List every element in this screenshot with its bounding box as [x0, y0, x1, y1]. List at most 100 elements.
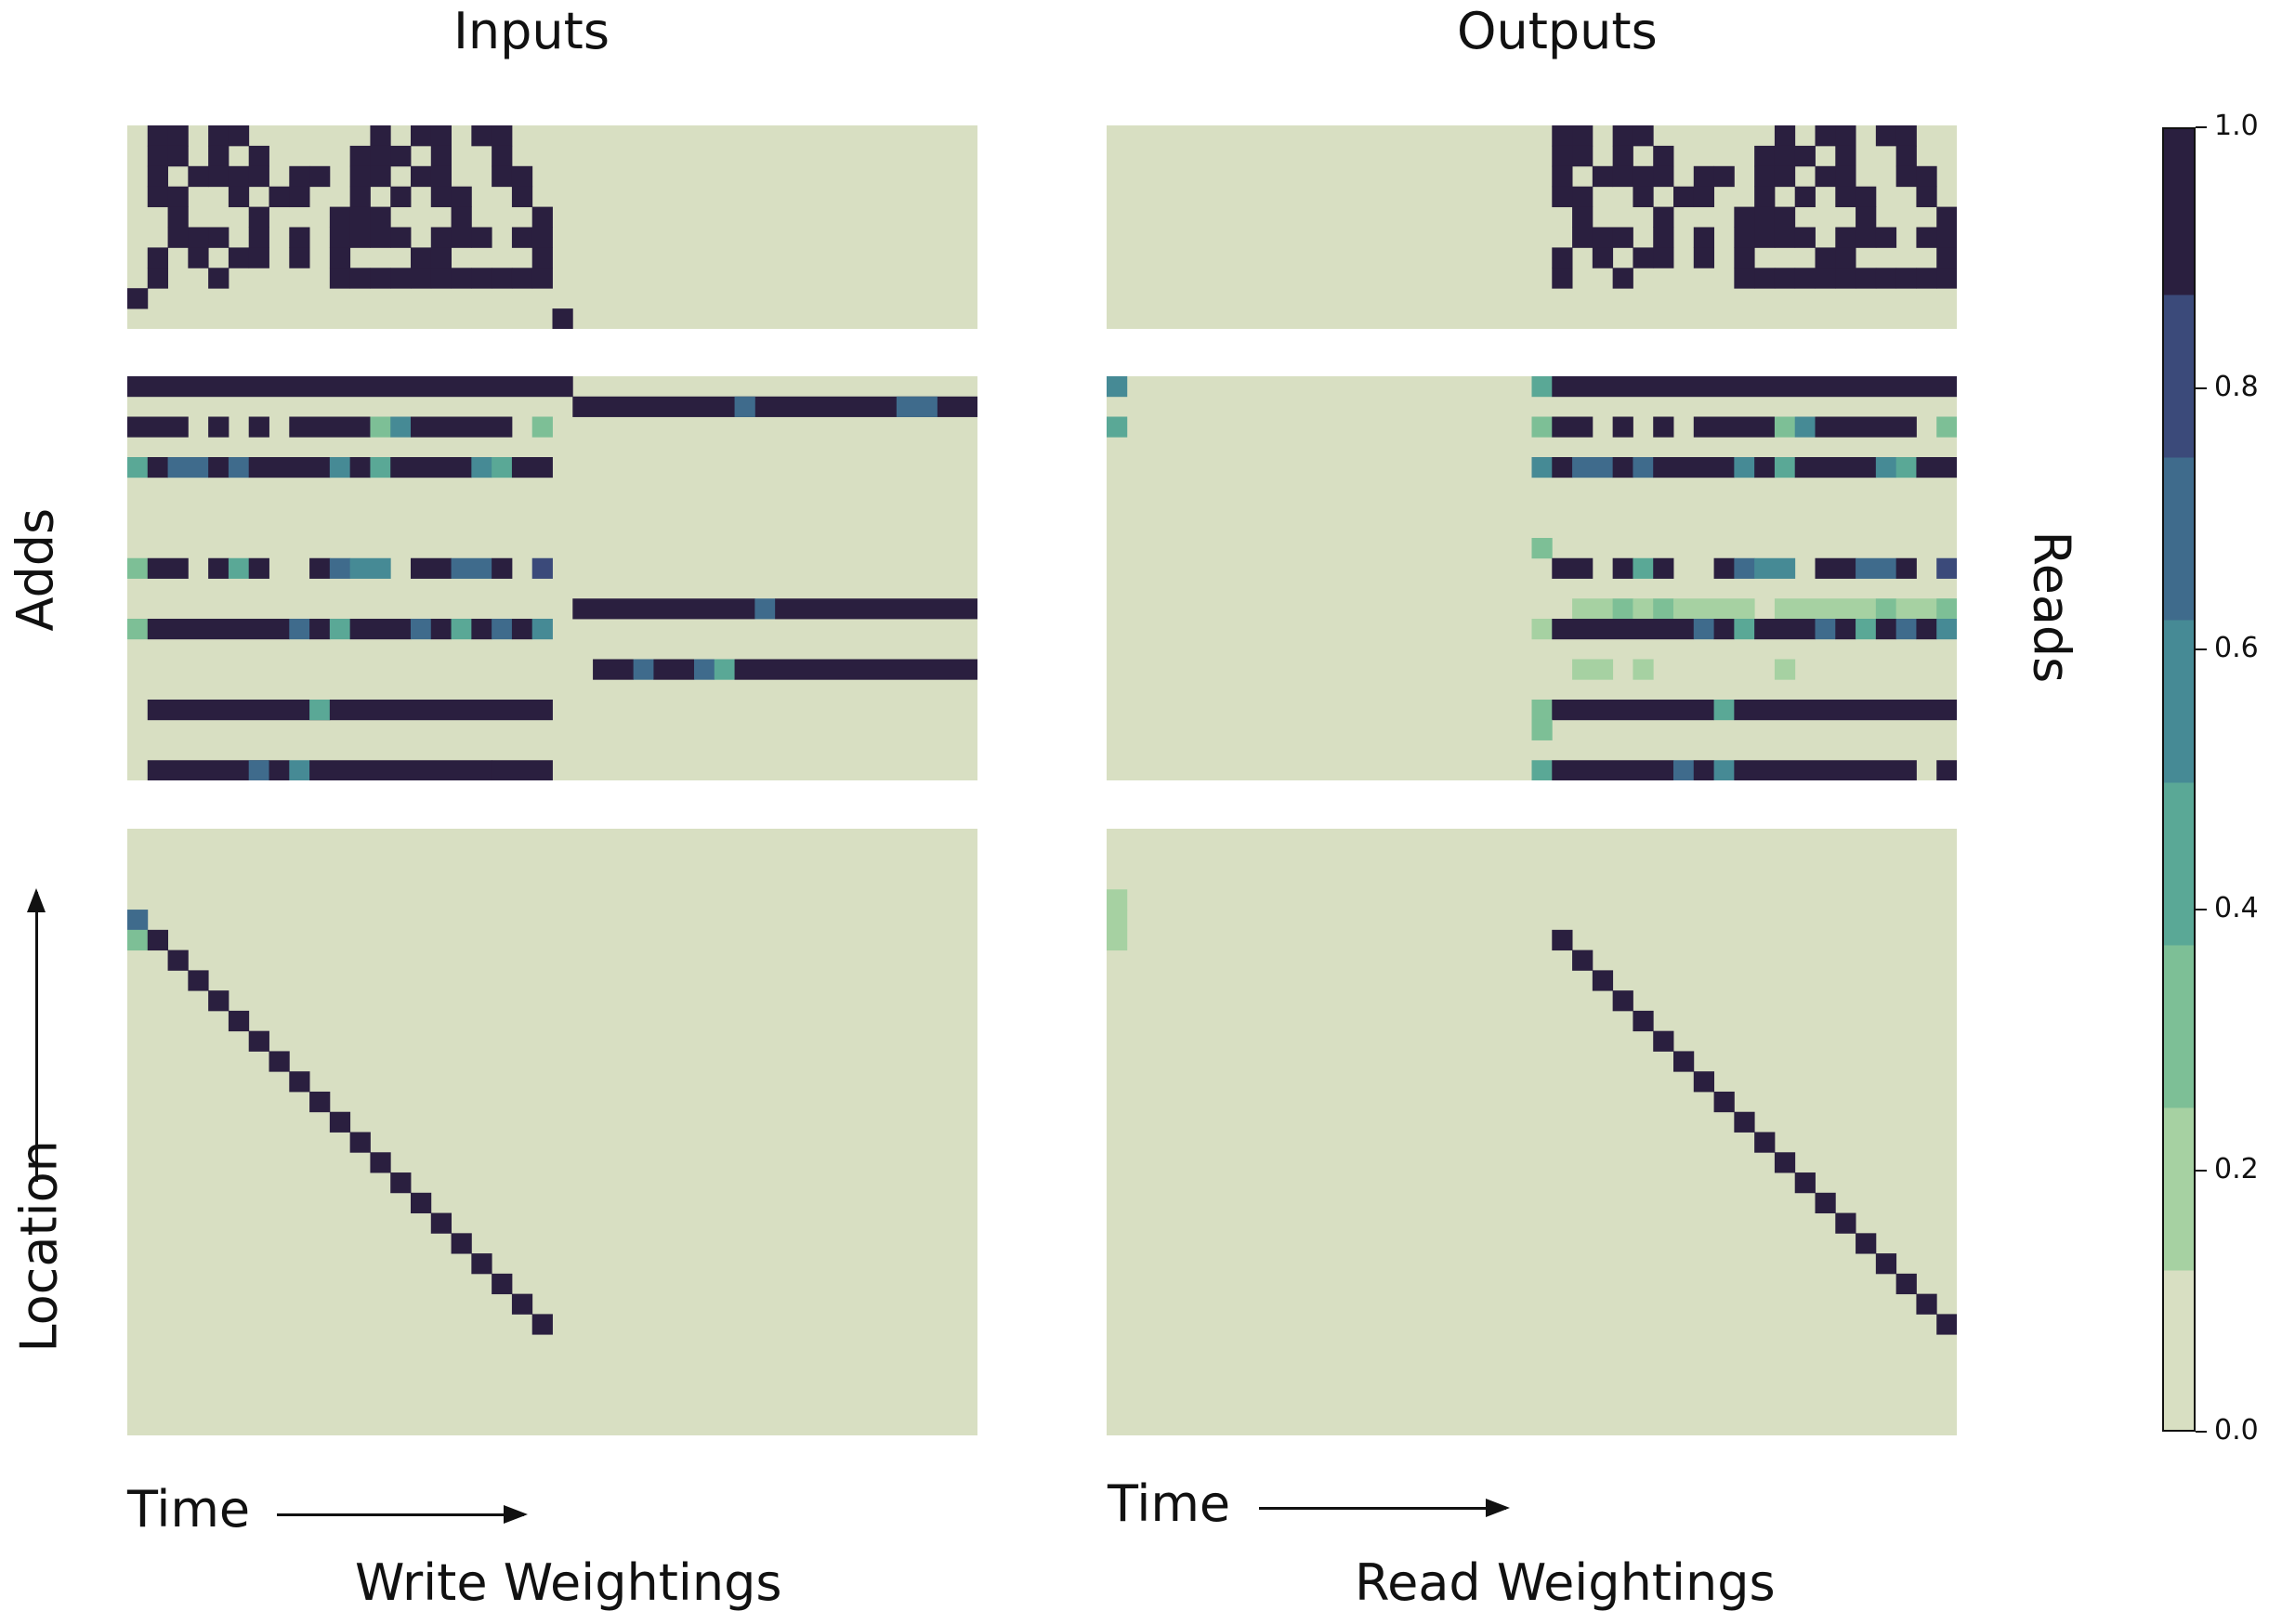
heatmap-cell — [1856, 186, 1877, 208]
heatmap-cell — [775, 598, 977, 620]
heatmap-cell — [1815, 619, 1836, 640]
heatmap-cell — [147, 268, 169, 289]
heatmap-cell — [492, 619, 513, 640]
heatmap-cell — [593, 659, 635, 680]
heatmap-cell — [349, 227, 371, 248]
heatmap-cell — [349, 165, 371, 188]
colorbar-swatch — [2164, 1267, 2194, 1430]
heatmap-cell — [1552, 619, 1695, 640]
heatmap-cell — [1552, 557, 1593, 579]
heatmap-cell — [1875, 125, 1897, 147]
heatmap-cell — [1794, 1172, 1816, 1194]
heatmap-cell — [1774, 457, 1796, 478]
heatmap-cell — [1531, 457, 1553, 478]
heatmap-cell — [492, 125, 513, 147]
heatmap-cell — [1936, 557, 1957, 579]
heatmap-cell — [1856, 206, 1877, 228]
heatmap-cell — [1552, 760, 1674, 780]
heatmap-cell — [1774, 145, 1796, 167]
heatmap-cell — [1653, 227, 1674, 248]
heatmap-cell — [471, 619, 492, 640]
heatmap-cell — [1754, 619, 1816, 640]
heatmap-cell — [430, 145, 452, 167]
heatmap-cell — [1895, 165, 1917, 188]
heatmap-cell — [1734, 557, 1755, 579]
heatmap-cell — [1552, 376, 1957, 398]
heatmap-cell — [1734, 619, 1755, 640]
heatmap-cell — [714, 659, 736, 680]
heatmap-cell — [492, 165, 513, 188]
location-arrow-icon — [27, 888, 46, 1182]
heatmap-cell — [511, 165, 533, 188]
heatmap-cell — [1612, 557, 1633, 579]
heatmap-cell — [370, 165, 391, 188]
heatmap-cell — [1916, 227, 1937, 248]
heatmap-cell — [127, 557, 149, 579]
heatmap-cell — [269, 186, 290, 208]
heatmap-cell — [1734, 457, 1755, 478]
heatmap-cell — [1835, 227, 1856, 248]
heatmap-cell — [349, 145, 371, 167]
heatmap-cell — [309, 760, 492, 780]
heatmap-cell — [370, 206, 391, 228]
heatmap-cell — [1633, 557, 1654, 579]
heatmap-cell — [1552, 416, 1593, 438]
heatmap-cell — [1794, 186, 1816, 208]
heatmap-cell — [1774, 165, 1796, 188]
heatmap-cell — [248, 557, 269, 579]
heatmap-cell — [1835, 165, 1856, 188]
heatmap-cell — [147, 929, 169, 951]
heatmap-cell — [1572, 598, 1614, 620]
heatmap-cell — [1875, 1253, 1897, 1275]
heatmap-cell — [1734, 247, 1755, 268]
heatmap-cell — [208, 125, 230, 147]
time-label-left: Time — [127, 1480, 251, 1539]
heatmap-cell — [492, 1273, 513, 1295]
colorbar-tick-label: 0.2 — [2214, 1153, 2259, 1186]
heatmap-cell — [1653, 247, 1674, 268]
heatmap-cell — [1794, 227, 1816, 248]
read-weightings-label: Read Weightings — [1355, 1553, 1776, 1612]
heatmap-cell — [430, 227, 452, 248]
colorbar-swatch — [2164, 292, 2194, 458]
heatmap-cell — [1734, 227, 1755, 248]
heatmap-cell — [511, 1293, 533, 1315]
heatmap-cell — [248, 145, 269, 167]
heatmap-cell — [1815, 557, 1856, 579]
heatmap-cell — [1612, 145, 1633, 167]
heatmap-cell — [1612, 165, 1633, 188]
heatmap-cell — [1693, 619, 1715, 640]
heatmap-cell — [1734, 206, 1755, 228]
heatmap-cell — [1693, 760, 1715, 780]
heatmap-cell — [1916, 186, 1937, 208]
colorbar-tick-mark — [2196, 648, 2207, 650]
heatmap-cell — [1107, 376, 1128, 398]
heatmap-cell — [1531, 619, 1553, 640]
heatmap-cell — [1835, 145, 1856, 167]
heatmap-cell — [167, 206, 189, 228]
heatmap-cell — [370, 268, 391, 289]
heatmap-cell — [228, 1010, 250, 1032]
heatmap-cell — [390, 145, 412, 167]
heatmap-cell — [1552, 165, 1573, 188]
heatmap-cell — [1713, 557, 1735, 579]
heatmap-cell — [1612, 457, 1633, 478]
heatmap-cell — [1633, 457, 1654, 478]
heatmap-cell — [492, 457, 513, 478]
heatmap-cell — [1754, 557, 1796, 579]
heatmap-cell — [1936, 619, 1957, 640]
heatmap-background — [1107, 125, 1957, 329]
heatmap-cell — [1916, 165, 1937, 188]
heatmap-cell — [127, 910, 149, 931]
heatmap-cell — [1734, 760, 1917, 780]
heatmap-cell — [1774, 598, 1877, 620]
heatmap-cell — [1936, 1314, 1957, 1335]
heatmap-cell — [1774, 125, 1796, 147]
heatmap-cell — [309, 165, 331, 188]
heatmap-cell — [411, 165, 432, 188]
heatmap-cell — [329, 227, 351, 248]
heatmap-background — [127, 829, 977, 1435]
heatmap-cell — [309, 700, 331, 721]
heatmap-cell — [511, 457, 553, 478]
heatmap-cell — [1936, 247, 1957, 268]
